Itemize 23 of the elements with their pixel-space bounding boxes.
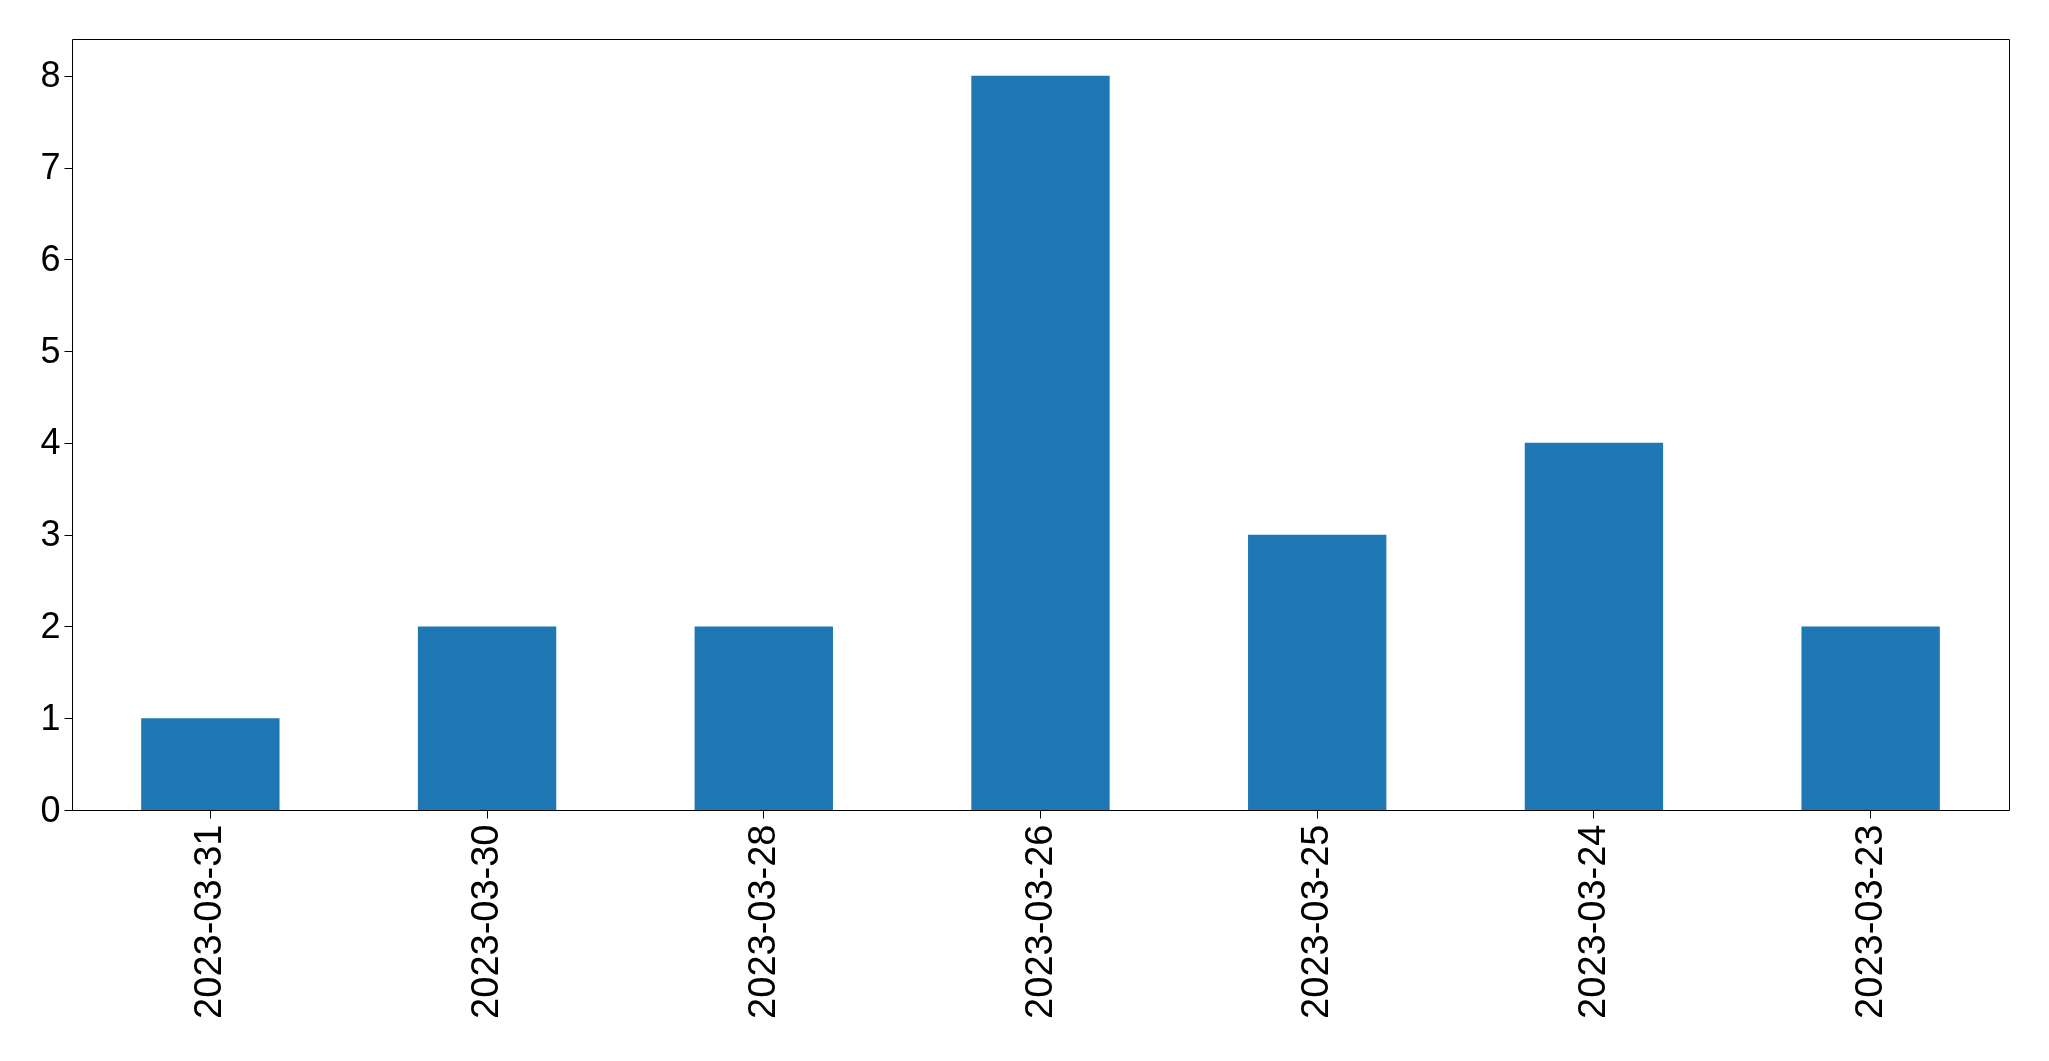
bar — [417, 626, 557, 810]
x-tick-label: 2023-03-23 — [1847, 824, 1890, 1019]
x-tick-label: 2023-03-25 — [1294, 824, 1337, 1019]
bar — [694, 626, 833, 810]
y-tick-label: 3 — [40, 513, 61, 555]
y-tick-label: 5 — [40, 329, 61, 371]
bar — [1801, 626, 1940, 810]
x-tick-label: 2023-03-31 — [187, 824, 230, 1019]
x-tick-label: 2023-03-24 — [1570, 824, 1613, 1019]
y-tick-label: 7 — [40, 146, 61, 187]
x-tick-label: 2023-03-28 — [740, 824, 783, 1019]
y-tick-label: 1 — [40, 696, 61, 738]
bar — [1524, 442, 1664, 810]
x-tick-label: 2023-03-30 — [464, 824, 507, 1019]
bar — [141, 718, 280, 810]
bar — [1248, 534, 1387, 810]
y-tick-label: 4 — [40, 421, 61, 463]
y-tick-label: 6 — [40, 237, 61, 279]
bar — [971, 75, 1110, 810]
y-tick-label: 0 — [40, 788, 61, 830]
x-tick-label: 2023-03-26 — [1017, 824, 1060, 1019]
y-tick-label: 2 — [40, 604, 61, 646]
y-tick-label: 8 — [40, 54, 61, 96]
